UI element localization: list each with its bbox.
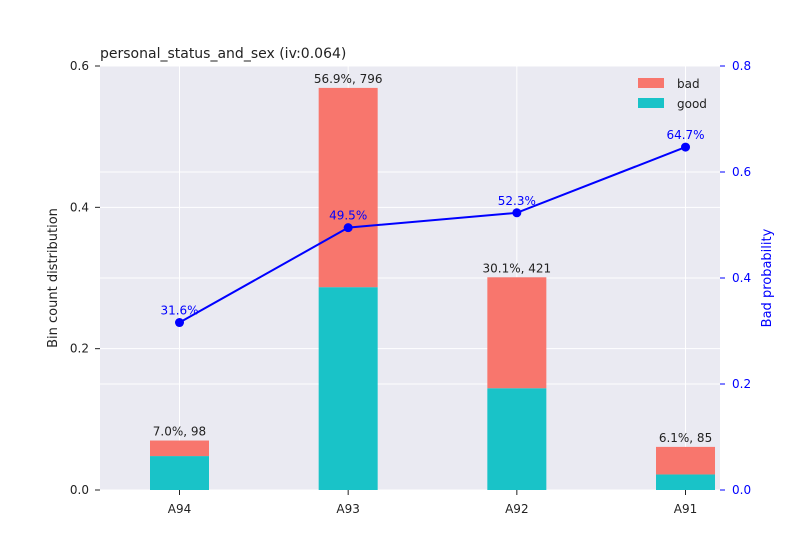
legend-swatch-bad: [638, 78, 664, 88]
x-tick-label: A94: [168, 502, 191, 516]
bar-total-label: 56.9%, 796: [314, 72, 383, 86]
bad-probability-label: 31.6%: [160, 304, 198, 318]
bad-probability-point: [175, 318, 184, 328]
y2-axis-label: Bad probability: [760, 228, 775, 327]
bar-good: [150, 456, 209, 490]
chart-title: personal_status_and_sex (iv:0.064): [100, 46, 346, 62]
bar-good: [318, 287, 378, 490]
legend-label-good: good: [677, 97, 707, 111]
bars: [150, 87, 716, 490]
y2-tick-label: 0.0: [732, 483, 751, 497]
axes: 0.0 0.2 0.4 0.6 0.0 0.2 0.4 0.6 0.8 A94 A93 A92 A91: [70, 59, 751, 516]
legend-label-bad: bad: [677, 77, 700, 91]
bar-total-label: 6.1%, 85: [659, 431, 712, 445]
bad-probability-label: 52.3%: [498, 194, 536, 208]
y-tick-label: 0.2: [70, 342, 89, 356]
bar-total-label: 7.0%, 98: [153, 425, 206, 439]
bad-probability-point: [343, 223, 353, 233]
bar-good: [656, 474, 716, 490]
bad-probability-point: [512, 208, 522, 218]
bad-probability-point: [681, 142, 691, 152]
y-tick-label: 0.6: [70, 59, 89, 73]
y2-tick-label: 0.8: [732, 59, 751, 73]
bar-labels: 7.0%, 98 56.9%, 796 30.1%, 421 6.1%, 85: [153, 72, 712, 445]
bar-bad: [656, 446, 716, 475]
bar-total-label: 30.1%, 421: [483, 261, 552, 275]
y-tick-label: 0.4: [70, 200, 89, 214]
y2-tick-label: 0.6: [732, 165, 751, 179]
bad-probability-line: 31.6% 49.5% 52.3% 64.7%: [160, 128, 705, 328]
x-tick-label: A91: [674, 502, 697, 516]
y2-tick-label: 0.2: [732, 377, 751, 391]
bad-probability-label: 64.7%: [666, 128, 704, 142]
bar-bad: [318, 87, 378, 288]
bad-probability-label: 49.5%: [329, 209, 367, 223]
legend: bad good: [638, 77, 707, 111]
y2-tick-label: 0.4: [732, 271, 751, 285]
bar-bad: [487, 277, 547, 389]
bad-probability-polyline: [179, 146, 686, 324]
bar-bad: [150, 440, 209, 457]
legend-swatch-good: [638, 98, 664, 108]
x-tick-label: A92: [505, 502, 528, 516]
y-axis-label: Bin count distribution: [46, 208, 61, 348]
x-tick-label: A93: [336, 502, 359, 516]
y-tick-label: 0.0: [70, 483, 89, 497]
bar-good: [487, 388, 547, 490]
